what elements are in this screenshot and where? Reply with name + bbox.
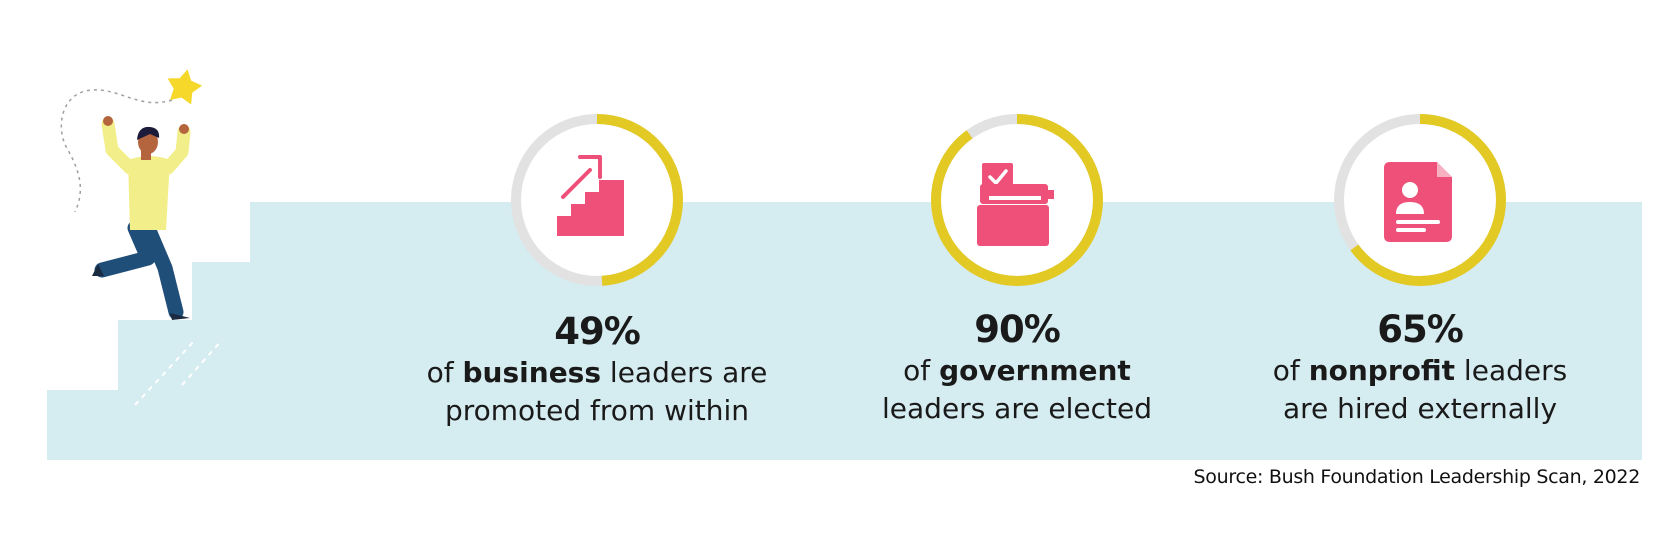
celebrating-person-illustration <box>92 116 191 320</box>
stat-nonprofit: 65% of nonprofit leaders are hired exter… <box>1230 308 1610 428</box>
dotted-trail-decoration <box>60 89 173 213</box>
stat-prefix: of <box>426 356 463 389</box>
stairs-arrow-icon <box>557 155 624 236</box>
source-caption: Source: Bush Foundation Leadership Scan,… <box>1193 466 1641 488</box>
star-icon <box>167 69 203 105</box>
stat-percent: 90% <box>974 308 1061 351</box>
motion-lines-decoration <box>134 339 223 406</box>
resume-document-icon <box>1384 162 1452 242</box>
ring-progress-arc <box>511 114 683 286</box>
stat-sector: nonprofit <box>1308 354 1456 387</box>
stat-percent: 65% <box>1377 308 1464 351</box>
ring-progress-arc <box>931 114 1103 286</box>
stat-percent: 49% <box>554 310 641 353</box>
ballot-box-icon <box>977 163 1057 246</box>
stairs-background <box>47 202 1642 460</box>
stat-prefix: of <box>1272 354 1309 387</box>
stat-suffix: leaders are <box>601 356 768 389</box>
stat-line-2: are hired externally <box>1282 392 1558 425</box>
stat-line-2: promoted from within <box>444 394 750 427</box>
stat-prefix: of <box>903 354 940 387</box>
stat-business: 49% of business leaders are promoted fro… <box>407 310 787 430</box>
stat-sector: business <box>462 356 602 389</box>
stat-suffix: leaders <box>1455 354 1568 387</box>
stat-sector: government <box>939 354 1131 387</box>
stat-line-1: of nonprofit leaders <box>1230 352 1610 390</box>
stat-line-1: of business leaders are <box>407 354 787 392</box>
stat-line-2: leaders are elected <box>882 392 1152 425</box>
stat-line-1: of government <box>827 352 1207 390</box>
stat-government: 90% of government leaders are elected <box>827 308 1207 428</box>
ring-progress-arc <box>1334 114 1506 286</box>
